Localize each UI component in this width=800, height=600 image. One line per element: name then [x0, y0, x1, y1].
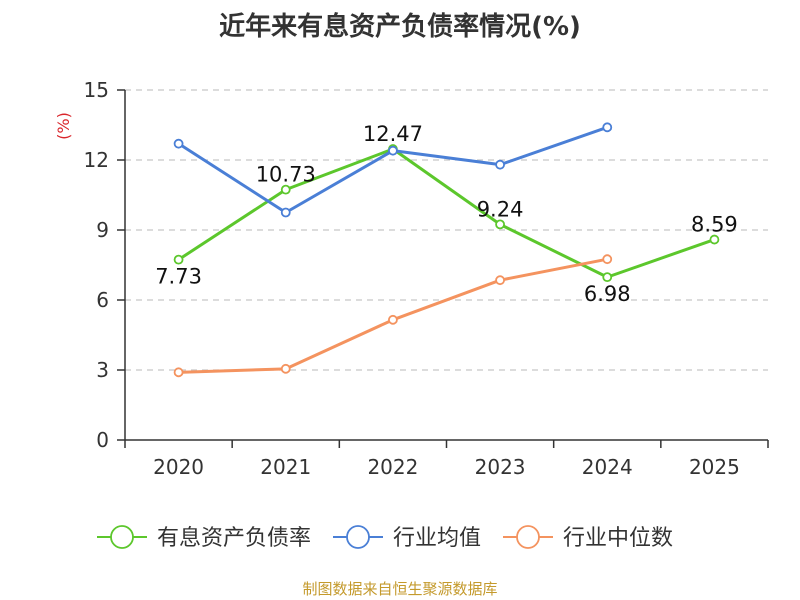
data-point [280, 363, 291, 374]
legend-label: 行业均值 [393, 526, 481, 551]
data-point [602, 254, 613, 265]
data-point [173, 254, 184, 265]
y-tick-label: 15 [84, 78, 109, 102]
legend-marker [516, 525, 540, 549]
legend: 有息资产负债率 行业均值 行业中位数 [97, 525, 673, 551]
data-label: 8.59 [691, 213, 738, 237]
x-tick-label: 2024 [582, 455, 633, 479]
x-tick-label: 2022 [367, 455, 418, 479]
legend-marker [110, 525, 134, 549]
y-tick-label: 6 [96, 288, 109, 312]
data-point [495, 275, 505, 286]
y-tick-label: 3 [96, 358, 109, 382]
x-tick-label: 2023 [475, 455, 526, 479]
data-label: 6.98 [584, 282, 631, 306]
data-label: 9.24 [477, 197, 524, 221]
data-point [280, 184, 291, 195]
data-point [495, 159, 505, 170]
data-point [388, 314, 398, 325]
x-tick-label: 2021 [260, 455, 311, 479]
legend-label: 行业中位数 [563, 526, 673, 551]
y-tick-label: 9 [96, 218, 109, 242]
legend-marker [346, 525, 370, 549]
data-point [388, 145, 398, 156]
data-point [602, 122, 613, 133]
legend-item-2: 行业均值 [333, 525, 481, 551]
data-point [173, 367, 184, 378]
data-point [495, 219, 505, 230]
data-label: 7.73 [155, 265, 202, 289]
chart-title: 近年来有息资产负债率情况(%) [219, 12, 581, 42]
y-tick-label: 12 [84, 148, 109, 172]
data-point [280, 207, 291, 218]
data-point [709, 234, 720, 245]
x-tick-label: 2025 [689, 455, 740, 479]
series-lines [173, 122, 720, 378]
axes: 0 3 6 9 12 15 2020 2021 2022 2023 2024 2025 [84, 78, 769, 479]
legend-item-3: 行业中位数 [503, 525, 673, 551]
data-labels: 7.73 10.73 12.47 9.24 6.98 8.59 [155, 122, 738, 306]
legend-label: 有息资产负债率 [157, 526, 311, 551]
x-tick-label: 2020 [153, 455, 204, 479]
data-label: 12.47 [363, 122, 423, 146]
data-source-note: 制图数据来自恒生聚源数据库 [302, 580, 498, 598]
data-point [173, 138, 184, 149]
data-label: 10.73 [256, 163, 316, 187]
legend-item-1: 有息资产负债率 [97, 525, 311, 551]
data-point [602, 272, 613, 283]
y-tick-label: 0 [96, 428, 109, 452]
y-axis-label: (%) [54, 112, 73, 140]
